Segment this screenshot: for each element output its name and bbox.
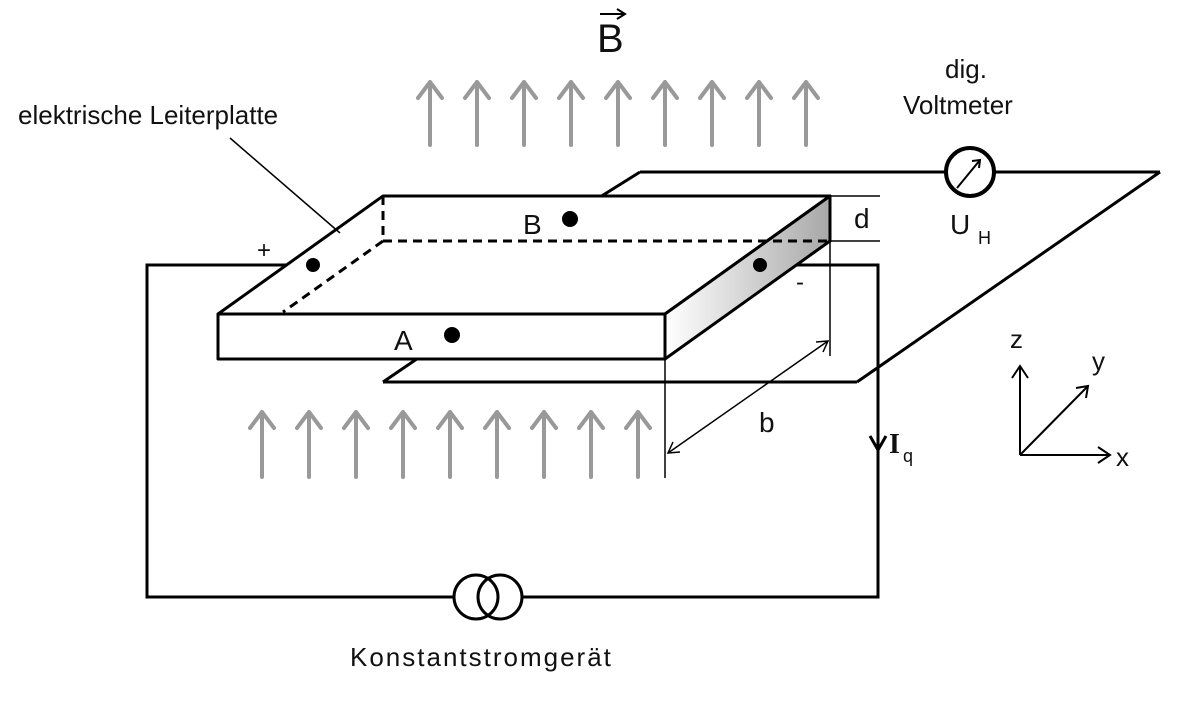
axis-z-label: z — [1010, 324, 1023, 354]
current-label: I — [889, 429, 900, 460]
contact-b-label: B — [523, 209, 542, 240]
minus-label: - — [796, 269, 804, 296]
contact-plus — [306, 258, 320, 272]
width-dimension — [664, 241, 831, 478]
thickness-dimension — [830, 195, 880, 242]
contact-minus — [753, 258, 767, 272]
voltmeter-icon — [944, 146, 996, 198]
coordinate-axes-icon — [1011, 364, 1112, 464]
current-source-icon — [452, 573, 524, 621]
current-source-label: Konstantstromgerät — [350, 642, 613, 672]
field-label: B — [597, 8, 627, 61]
contact-a-label: A — [394, 325, 413, 356]
board-label: elektrische Leiterplatte — [18, 100, 278, 130]
vector-arrow-icon — [600, 8, 627, 20]
axis-x-label: x — [1116, 442, 1129, 472]
voltmeter-label-line1: dig. — [945, 54, 987, 84]
current-arrow-icon — [868, 430, 888, 454]
hall-voltage-subscript: H — [978, 228, 991, 248]
plus-label: + — [257, 237, 271, 264]
thickness-label: d — [854, 203, 870, 234]
circuit-board — [216, 194, 832, 361]
contact-b — [562, 211, 578, 227]
axis-y-label: y — [1092, 346, 1105, 376]
hall-voltage-label: U — [950, 209, 970, 240]
field-symbol: B — [597, 17, 624, 61]
field-arrows-top — [416, 80, 820, 147]
width-label: b — [759, 407, 775, 438]
board-leader-line — [229, 137, 341, 234]
contacts — [306, 211, 767, 343]
voltmeter-label-line2: Voltmeter — [903, 90, 1013, 120]
field-arrows-bottom — [248, 410, 652, 479]
contact-a — [444, 327, 460, 343]
current-subscript: q — [903, 446, 913, 466]
